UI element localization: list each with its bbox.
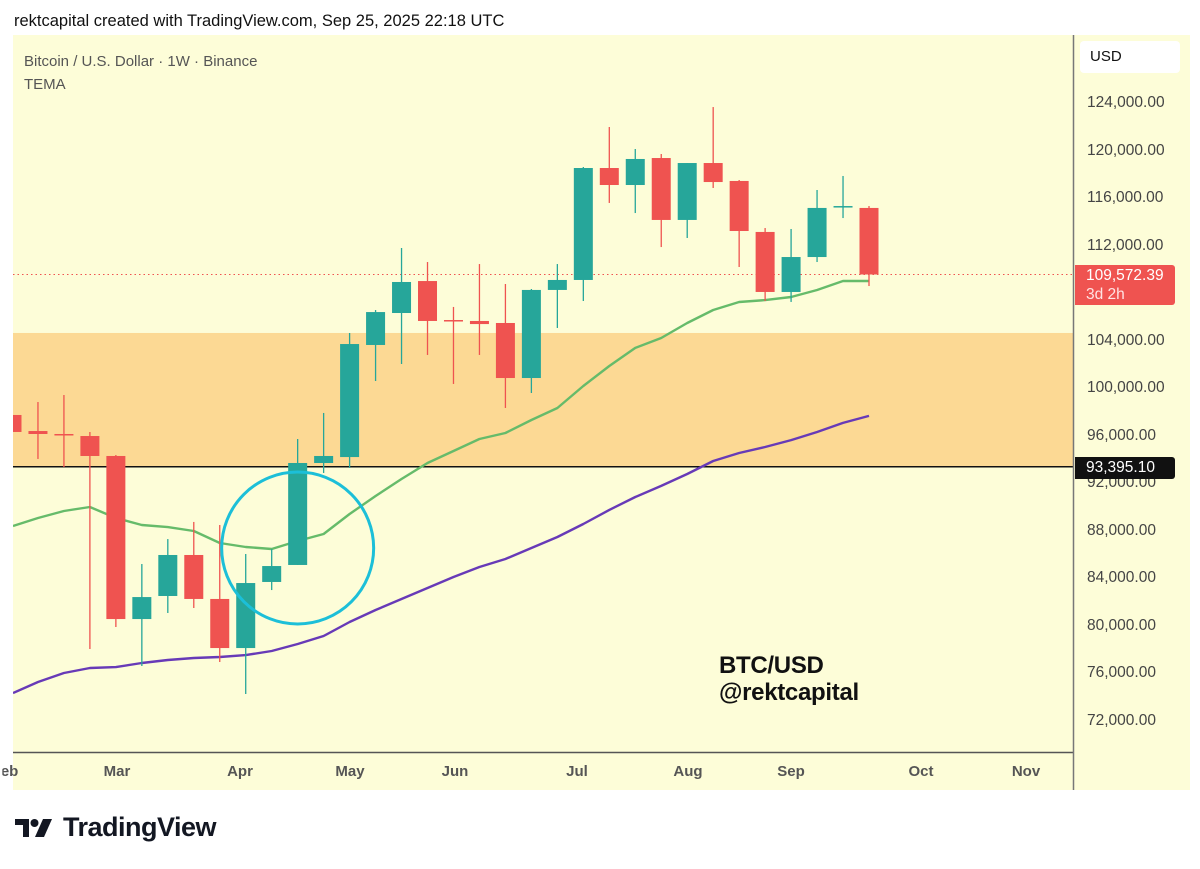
price-tick-label: 80,000.00	[1087, 616, 1156, 634]
candle-down	[729, 180, 749, 232]
price-tick-label: 120,000.00	[1087, 141, 1165, 159]
candle-up	[677, 163, 697, 220]
watermark-symbol: BTC/USD	[719, 652, 824, 679]
chart-caption: rektcapital created with TradingView.com…	[14, 12, 505, 30]
level-price-label: 93,395.10	[1075, 457, 1175, 479]
candle-down	[469, 320, 489, 325]
candle-up	[625, 158, 645, 186]
candle-down	[13, 414, 22, 432]
time-tick-label: May	[335, 763, 365, 780]
candle-down	[703, 163, 723, 183]
bar-countdown: 3d 2h	[1086, 286, 1125, 303]
candle-up	[521, 289, 541, 379]
candle-down	[106, 455, 126, 620]
time-tick-label: Jul	[566, 763, 588, 780]
price-tick-label: 76,000.00	[1087, 664, 1156, 682]
price-tick-label: 104,000.00	[1087, 331, 1165, 349]
candle-up	[132, 597, 152, 620]
candle-down	[495, 322, 515, 379]
time-tick-label: Sep	[777, 763, 805, 780]
price-tick-label: 112,000.00	[1087, 236, 1164, 254]
price-tick-label: 116,000.00	[1087, 189, 1164, 207]
candle-up	[573, 168, 593, 280]
candle-up	[781, 257, 801, 292]
candle-down	[54, 433, 74, 436]
time-tick-label: Jun	[441, 763, 469, 780]
candle-up	[340, 344, 360, 458]
candle-up	[158, 554, 178, 596]
candle-down	[418, 281, 438, 321]
candle-down	[599, 168, 619, 186]
watermark-author: @rektcapital	[719, 679, 859, 706]
time-tick-label: Aug	[673, 763, 703, 780]
price-tick-label: 100,000.00	[1087, 379, 1165, 397]
candle-up	[547, 279, 567, 290]
candle-up	[392, 281, 412, 314]
candle-down	[80, 436, 100, 456]
last-price-value: 109,572.39	[1086, 267, 1164, 284]
indicator-label[interactable]: TEMA	[24, 76, 66, 93]
candle-down	[28, 431, 48, 434]
candle-up	[807, 207, 827, 258]
price-tick-label: 96,000.00	[1087, 426, 1156, 444]
time-tick-label: Feb	[0, 763, 19, 780]
time-tick-label: Oct	[908, 763, 934, 780]
time-tick-label: Apr	[227, 763, 253, 780]
watermark: BTC/USD @rektcapital	[719, 652, 859, 706]
tradingview-logo-icon	[15, 818, 52, 837]
tema-fast-line	[13, 279, 869, 551]
candle-up	[236, 583, 256, 649]
candle-down	[210, 598, 230, 649]
price-tick-label: 88,000.00	[1087, 521, 1156, 539]
candle-down	[443, 320, 463, 322]
price-tick-label: 72,000.00	[1087, 712, 1156, 730]
tradingview-logo[interactable]: TradingView	[15, 812, 217, 843]
tema-slow-line	[13, 414, 870, 695]
currency-button[interactable]: USD	[1080, 41, 1180, 73]
tradingview-brand: TradingView	[63, 812, 217, 842]
last-price-label: 109,572.39 3d 2h	[1075, 265, 1175, 305]
annotation-circle	[220, 470, 376, 626]
candle-down	[755, 231, 775, 292]
time-tick-label: Mar	[103, 763, 131, 780]
price-tick-label: 84,000.00	[1087, 569, 1156, 587]
support-zone	[13, 332, 1073, 467]
candle-up	[833, 206, 853, 208]
candle-up	[314, 455, 334, 463]
candle-up	[262, 566, 282, 582]
candle-up	[366, 312, 386, 345]
time-tick-label: Nov	[1011, 763, 1041, 780]
price-tick-label: 124,000.00	[1087, 94, 1165, 111]
candle-down	[859, 207, 879, 275]
candle-up	[288, 462, 308, 565]
symbol-title[interactable]: Bitcoin / U.S. Dollar · 1W · Binance	[24, 53, 258, 70]
chart-legend: Bitcoin / U.S. Dollar · 1W · Binance TEM…	[24, 50, 257, 96]
candle-down	[651, 158, 671, 220]
candle-down	[184, 554, 204, 599]
